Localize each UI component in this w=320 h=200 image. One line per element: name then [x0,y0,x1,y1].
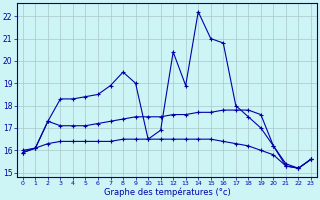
X-axis label: Graphe des températures (°c): Graphe des températures (°c) [104,188,230,197]
